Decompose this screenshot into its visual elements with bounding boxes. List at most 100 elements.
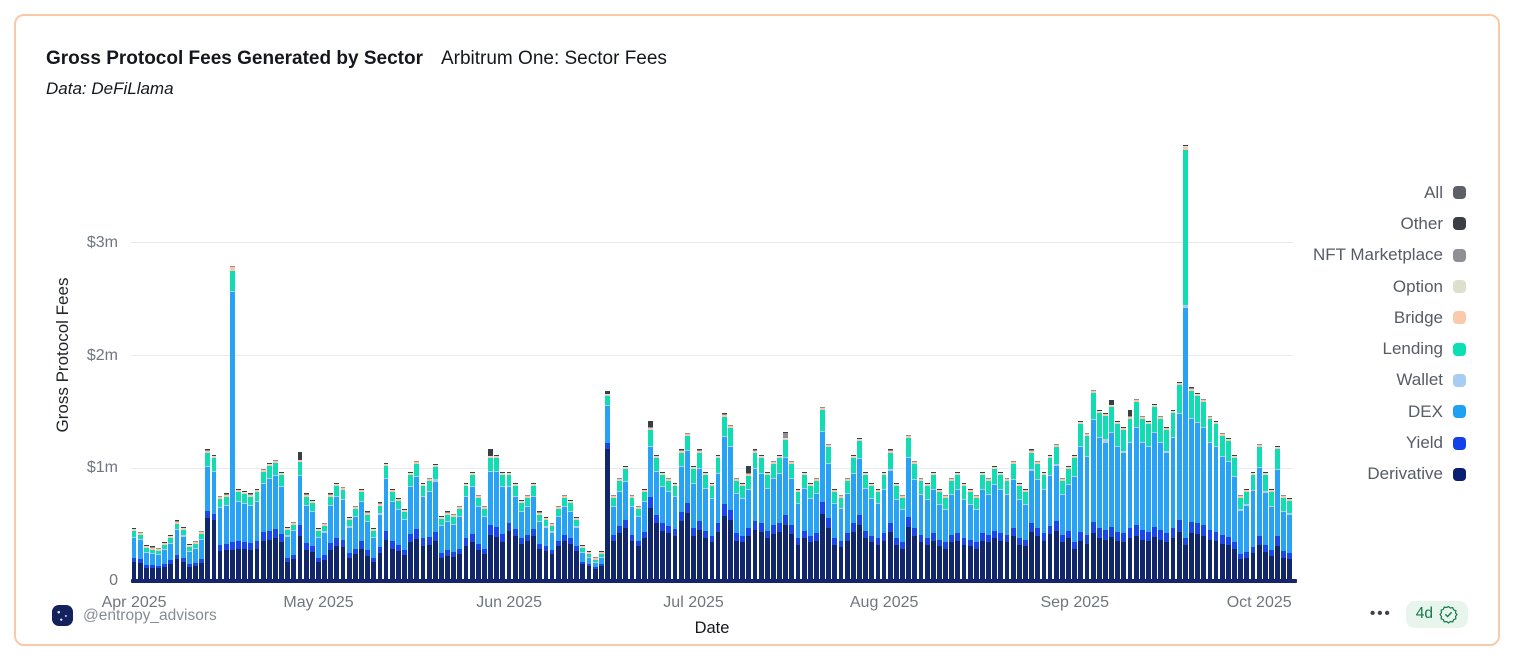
bar-day-118[interactable] [857, 438, 862, 579]
bar-day-96[interactable] [721, 413, 727, 579]
bar-day-167[interactable] [1158, 415, 1164, 579]
bar-day-179[interactable] [1232, 455, 1237, 579]
bar-day-155[interactable] [1084, 432, 1090, 579]
bar-day-106[interactable] [783, 432, 789, 579]
bar-day-44[interactable] [402, 509, 407, 579]
bar-day-146[interactable] [1029, 449, 1035, 579]
bar-day-157[interactable] [1096, 410, 1102, 579]
bar-day-127[interactable] [912, 460, 918, 579]
bar-day-68[interactable] [549, 522, 555, 579]
bar-day-70[interactable] [561, 494, 567, 579]
bar-day-176[interactable] [1213, 421, 1219, 579]
bar-day-140[interactable] [992, 466, 998, 579]
bar-day-177[interactable] [1219, 432, 1225, 579]
bar-day-151[interactable] [1059, 477, 1065, 579]
bar-day-131[interactable] [937, 488, 942, 579]
bar-day-120[interactable] [869, 483, 875, 579]
bar-day-128[interactable] [918, 477, 924, 579]
bar-day-112[interactable] [820, 406, 825, 579]
bar-day-153[interactable] [1072, 455, 1078, 579]
legend-item-lending[interactable]: Lending [1313, 333, 1466, 364]
bar-day-6[interactable] [168, 535, 174, 579]
legend-item-yield[interactable]: Yield [1313, 427, 1466, 458]
bar-day-4[interactable] [156, 547, 161, 579]
bar-day-110[interactable] [807, 483, 813, 579]
bar-day-147[interactable] [1035, 460, 1041, 579]
bar-day-156[interactable] [1090, 389, 1096, 579]
bar-day-14[interactable] [217, 495, 223, 579]
legend-item-option[interactable]: Option [1313, 271, 1466, 302]
bar-day-144[interactable] [1016, 483, 1022, 579]
bar-day-172[interactable] [1189, 387, 1194, 579]
bar-day-36[interactable] [352, 505, 358, 579]
bar-day-141[interactable] [998, 472, 1004, 579]
bar-day-72[interactable] [574, 517, 580, 579]
bar-day-2[interactable] [143, 545, 149, 579]
bar-day-23[interactable] [273, 459, 278, 579]
bar-day-38[interactable] [365, 511, 371, 579]
bar-day-103[interactable] [764, 472, 770, 579]
bar-day-73[interactable] [580, 545, 586, 579]
bar-day-124[interactable] [893, 483, 899, 579]
bar-day-169[interactable] [1170, 410, 1176, 579]
bar-day-67[interactable] [543, 517, 549, 579]
bar-day-102[interactable] [758, 455, 764, 579]
legend-item-derivative[interactable]: Derivative [1313, 459, 1466, 490]
bar-day-74[interactable] [586, 550, 592, 579]
bar-day-19[interactable] [248, 493, 254, 579]
bar-day-30[interactable] [316, 528, 321, 579]
bar-day-34[interactable] [340, 486, 346, 579]
bar-day-133[interactable] [949, 477, 955, 579]
bar-day-16[interactable] [229, 265, 235, 579]
bar-day-80[interactable] [623, 466, 629, 579]
bar-day-43[interactable] [395, 497, 401, 579]
bar-day-78[interactable] [611, 494, 616, 579]
bar-day-95[interactable] [715, 455, 721, 579]
bar-day-162[interactable] [1127, 410, 1133, 579]
bar-day-75[interactable] [592, 556, 598, 579]
bar-day-40[interactable] [377, 502, 383, 579]
freshness-badge[interactable]: 4d [1405, 600, 1468, 628]
bar-day-178[interactable] [1225, 438, 1231, 579]
bar-day-88[interactable] [672, 483, 678, 579]
bar-day-121[interactable] [875, 488, 881, 579]
bar-day-99[interactable] [740, 483, 746, 579]
bar-day-180[interactable] [1238, 494, 1244, 579]
bar-day-76[interactable] [598, 550, 604, 579]
bar-day-92[interactable] [697, 449, 703, 579]
bar-day-188[interactable] [1287, 497, 1293, 579]
bar-day-182[interactable] [1250, 472, 1256, 579]
bar-day-166[interactable] [1152, 404, 1157, 579]
bar-day-161[interactable] [1121, 426, 1127, 579]
legend-item-other[interactable]: Other [1313, 208, 1466, 239]
bar-day-173[interactable] [1195, 393, 1201, 579]
bar-day-136[interactable] [967, 488, 973, 579]
bar-day-3[interactable] [150, 546, 155, 579]
bar-day-135[interactable] [961, 483, 967, 579]
bar-day-113[interactable] [826, 443, 832, 579]
bar-day-163[interactable] [1133, 398, 1139, 579]
bar-day-183[interactable] [1256, 443, 1262, 579]
bar-day-101[interactable] [752, 449, 758, 579]
bar-day-115[interactable] [838, 494, 844, 579]
bar-day-37[interactable] [359, 488, 364, 579]
bar-day-117[interactable] [850, 455, 856, 579]
bar-day-55[interactable] [469, 471, 475, 579]
bar-day-69[interactable] [555, 505, 561, 579]
bar-day-56[interactable] [475, 494, 481, 579]
more-options-icon[interactable]: ••• [1369, 605, 1392, 622]
bar-day-52[interactable] [451, 513, 457, 579]
bar-day-22[interactable] [266, 462, 272, 579]
bar-day-125[interactable] [900, 494, 905, 579]
bar-day-119[interactable] [863, 472, 869, 579]
bar-day-94[interactable] [709, 483, 715, 579]
bar-day-185[interactable] [1269, 488, 1274, 579]
bar-day-26[interactable] [291, 521, 297, 579]
bar-day-134[interactable] [955, 472, 961, 579]
bar-day-66[interactable] [537, 511, 543, 579]
bar-day-132[interactable] [943, 494, 948, 579]
bar-day-129[interactable] [924, 483, 930, 579]
bar-day-24[interactable] [279, 471, 284, 579]
bar-day-145[interactable] [1023, 488, 1028, 579]
bar-day-82[interactable] [635, 505, 641, 579]
